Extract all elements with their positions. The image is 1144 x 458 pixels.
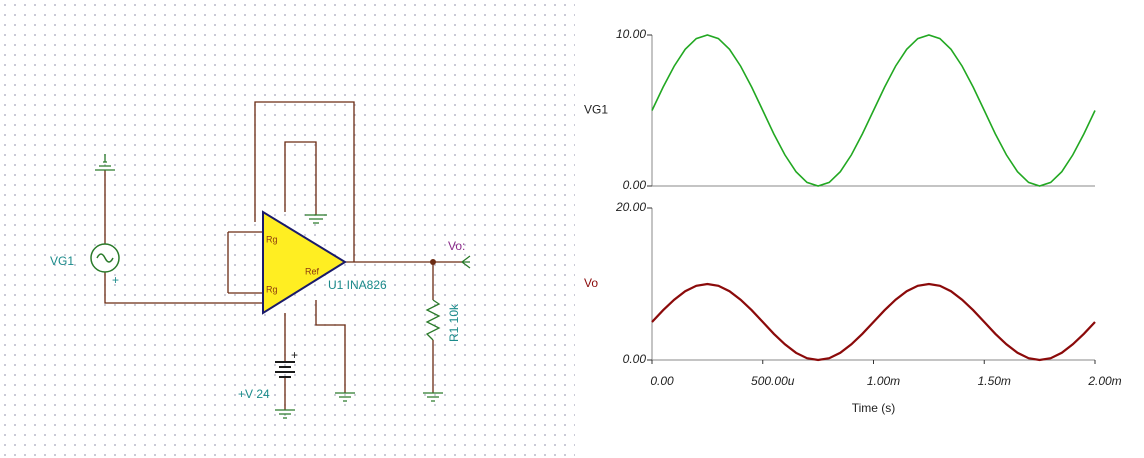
y-tick-label: 20.00 <box>615 200 646 214</box>
pin-label: Rg <box>266 234 278 244</box>
supply-plus: + <box>291 348 298 362</box>
pin-label: Ref <box>305 266 320 276</box>
y-tick-label: 10.00 <box>616 27 646 41</box>
wires <box>104 101 462 410</box>
output-terminal <box>461 255 471 269</box>
grounds <box>95 154 443 419</box>
x-axis-label: Time (s) <box>852 401 896 415</box>
y-axis-label: Vo <box>584 276 598 290</box>
schematic: VG1 + Vo: U1 INA826 Rg Rg Ref R1 10k +V … <box>0 0 575 458</box>
x-tick-label: 2.00m <box>1087 374 1121 388</box>
node <box>430 259 436 265</box>
x-tick-label: 1.50m <box>978 374 1011 388</box>
plots: 0.00 10.00 VG1 0.00 20.00 0.00 500.00u 1.00m 1.5… <box>584 27 1122 415</box>
y-tick-label: 0.00 <box>623 178 647 192</box>
amp-label: U1 INA826 <box>328 278 387 292</box>
supply-label: +V 24 <box>238 387 270 401</box>
resistor-label: R1 10k <box>447 303 461 342</box>
resistor <box>425 299 441 341</box>
source-plus: + <box>112 273 119 287</box>
source-symbol <box>96 253 114 263</box>
x-tick-label: 1.00m <box>867 374 900 388</box>
source-label: VG1 <box>50 254 74 268</box>
output-label: Vo: <box>448 239 465 253</box>
x-tick-label: 0.00 <box>650 374 674 388</box>
battery <box>275 361 295 378</box>
y-tick-label: 0.00 <box>623 352 647 366</box>
y-axis-label: VG1 <box>584 103 608 117</box>
amplifier <box>262 210 347 315</box>
series-line <box>651 282 1096 362</box>
series-line <box>651 34 1096 187</box>
pin-label: Rg <box>266 284 278 294</box>
x-tick-label: 500.00u <box>751 374 795 388</box>
